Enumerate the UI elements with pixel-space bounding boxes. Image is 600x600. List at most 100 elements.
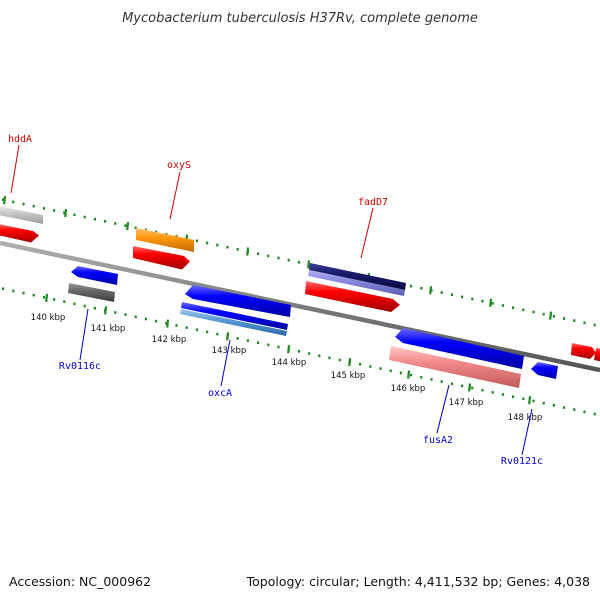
minor-tick <box>369 365 372 368</box>
feature-blue-rev-2[interactable] <box>185 285 291 317</box>
gene-label-Rv0116c[interactable]: Rv0116c <box>59 361 101 372</box>
minor-tick <box>73 302 76 306</box>
minor-tick <box>461 295 464 299</box>
minor-tick <box>552 404 555 407</box>
gene-label-oxyS[interactable]: oxyS <box>167 160 191 171</box>
minor-tick <box>236 337 239 340</box>
feature-fusA2[interactable] <box>389 346 521 388</box>
minor-tick <box>32 293 35 297</box>
minor-tick <box>573 408 576 411</box>
accession-label: Accession: NC_000962 <box>9 574 151 589</box>
feature-oxyS[interactable] <box>136 228 194 252</box>
minor-tick <box>32 204 35 208</box>
kbp-label: 140 kbp <box>31 313 66 323</box>
minor-tick <box>318 354 321 357</box>
minor-tick <box>83 215 86 219</box>
minor-tick <box>583 410 586 414</box>
minor-tick <box>420 376 423 379</box>
major-tick <box>307 260 311 269</box>
feature-oxcA-steel[interactable] <box>180 309 287 336</box>
feature-blue-rev-3[interactable] <box>395 328 524 369</box>
feature-Rv0121c[interactable] <box>531 362 558 379</box>
minor-tick <box>93 306 96 310</box>
minor-tick <box>450 382 453 385</box>
major-tick <box>64 208 68 218</box>
major-tick <box>429 286 433 295</box>
minor-tick <box>563 317 566 320</box>
minor-tick <box>63 211 66 214</box>
feature-fadD7-lavender[interactable] <box>308 270 405 296</box>
leader-oxyS <box>169 171 181 220</box>
minor-tick <box>481 388 484 392</box>
minor-tick <box>144 317 147 321</box>
major-tick <box>528 396 532 405</box>
major-tick <box>549 311 553 320</box>
kbp-label: 147 kbp <box>449 398 484 408</box>
minor-tick <box>328 356 331 360</box>
feature-fadD7-navy[interactable] <box>309 263 406 290</box>
feature-red-right-2[interactable] <box>594 348 600 362</box>
minor-tick <box>124 313 127 316</box>
leader-fusA2 <box>436 384 450 434</box>
minor-tick <box>2 198 5 201</box>
gene-label-Rv0121c[interactable]: Rv0121c <box>501 456 543 467</box>
leader-fadD7 <box>360 207 374 259</box>
minor-tick <box>593 412 596 416</box>
minor-tick <box>512 306 515 309</box>
kbp-scale: 140 kbp 141 kbp 142 kbp 143 kbp 144 kbp 145 k… <box>31 313 543 423</box>
minor-tick <box>124 224 127 227</box>
minor-tick <box>22 202 25 206</box>
minor-tick <box>471 386 474 390</box>
minor-tick <box>420 287 423 290</box>
minor-tick <box>246 339 249 342</box>
feature-Rv0116c[interactable] <box>68 283 115 302</box>
minor-tick <box>563 406 566 409</box>
minor-tick <box>267 343 270 347</box>
major-tick <box>166 319 170 328</box>
major-tick <box>226 332 230 341</box>
minor-tick <box>593 323 596 327</box>
kbp-label: 148 kbp <box>508 413 543 423</box>
minor-tick <box>134 226 137 230</box>
kbp-label: 141 kbp <box>91 324 126 334</box>
minor-tick <box>410 284 413 288</box>
minor-tick <box>93 217 96 221</box>
minor-tick <box>73 213 76 217</box>
minor-tick <box>206 330 209 334</box>
minor-tick <box>542 401 545 405</box>
feature-red-right-1[interactable] <box>571 343 596 359</box>
minor-tick <box>491 302 494 305</box>
feature-gray-forward[interactable] <box>0 206 43 224</box>
minor-tick <box>53 298 56 301</box>
minor-tick <box>165 322 168 325</box>
feature-blue-rev-1[interactable] <box>71 266 118 285</box>
minor-tick <box>114 311 117 314</box>
minor-tick <box>573 319 576 322</box>
feature-fadD7-red[interactable] <box>305 281 400 312</box>
feature-red-oxyS[interactable] <box>133 246 190 270</box>
minor-tick <box>308 352 311 355</box>
major-tick <box>126 221 130 231</box>
gene-label-fadD7[interactable]: fadD7 <box>358 197 388 208</box>
feature-oxcA-blue[interactable] <box>181 302 288 330</box>
gene-label-oxcA[interactable]: oxcA <box>208 388 232 399</box>
minor-tick <box>155 230 158 234</box>
kbp-label: 145 kbp <box>331 371 366 381</box>
minor-tick <box>501 393 504 396</box>
reverse-strand-features <box>68 266 558 388</box>
gene-label-hddA[interactable]: hddA <box>8 134 32 145</box>
major-tick <box>407 370 411 379</box>
minor-tick <box>216 332 219 336</box>
minor-tick <box>63 300 66 303</box>
minor-tick <box>216 243 219 247</box>
gene-label-leaders <box>10 144 533 456</box>
minor-tick <box>257 341 260 344</box>
major-tick <box>489 298 493 308</box>
leader-Rv0116c <box>79 308 89 361</box>
gene-label-fusA2[interactable]: fusA2 <box>423 435 453 446</box>
major-tick <box>287 345 291 354</box>
minor-tick <box>277 345 280 349</box>
feature-red-hddA[interactable] <box>0 224 39 243</box>
minor-tick <box>471 297 474 301</box>
leader-Rv0121c <box>521 408 533 456</box>
